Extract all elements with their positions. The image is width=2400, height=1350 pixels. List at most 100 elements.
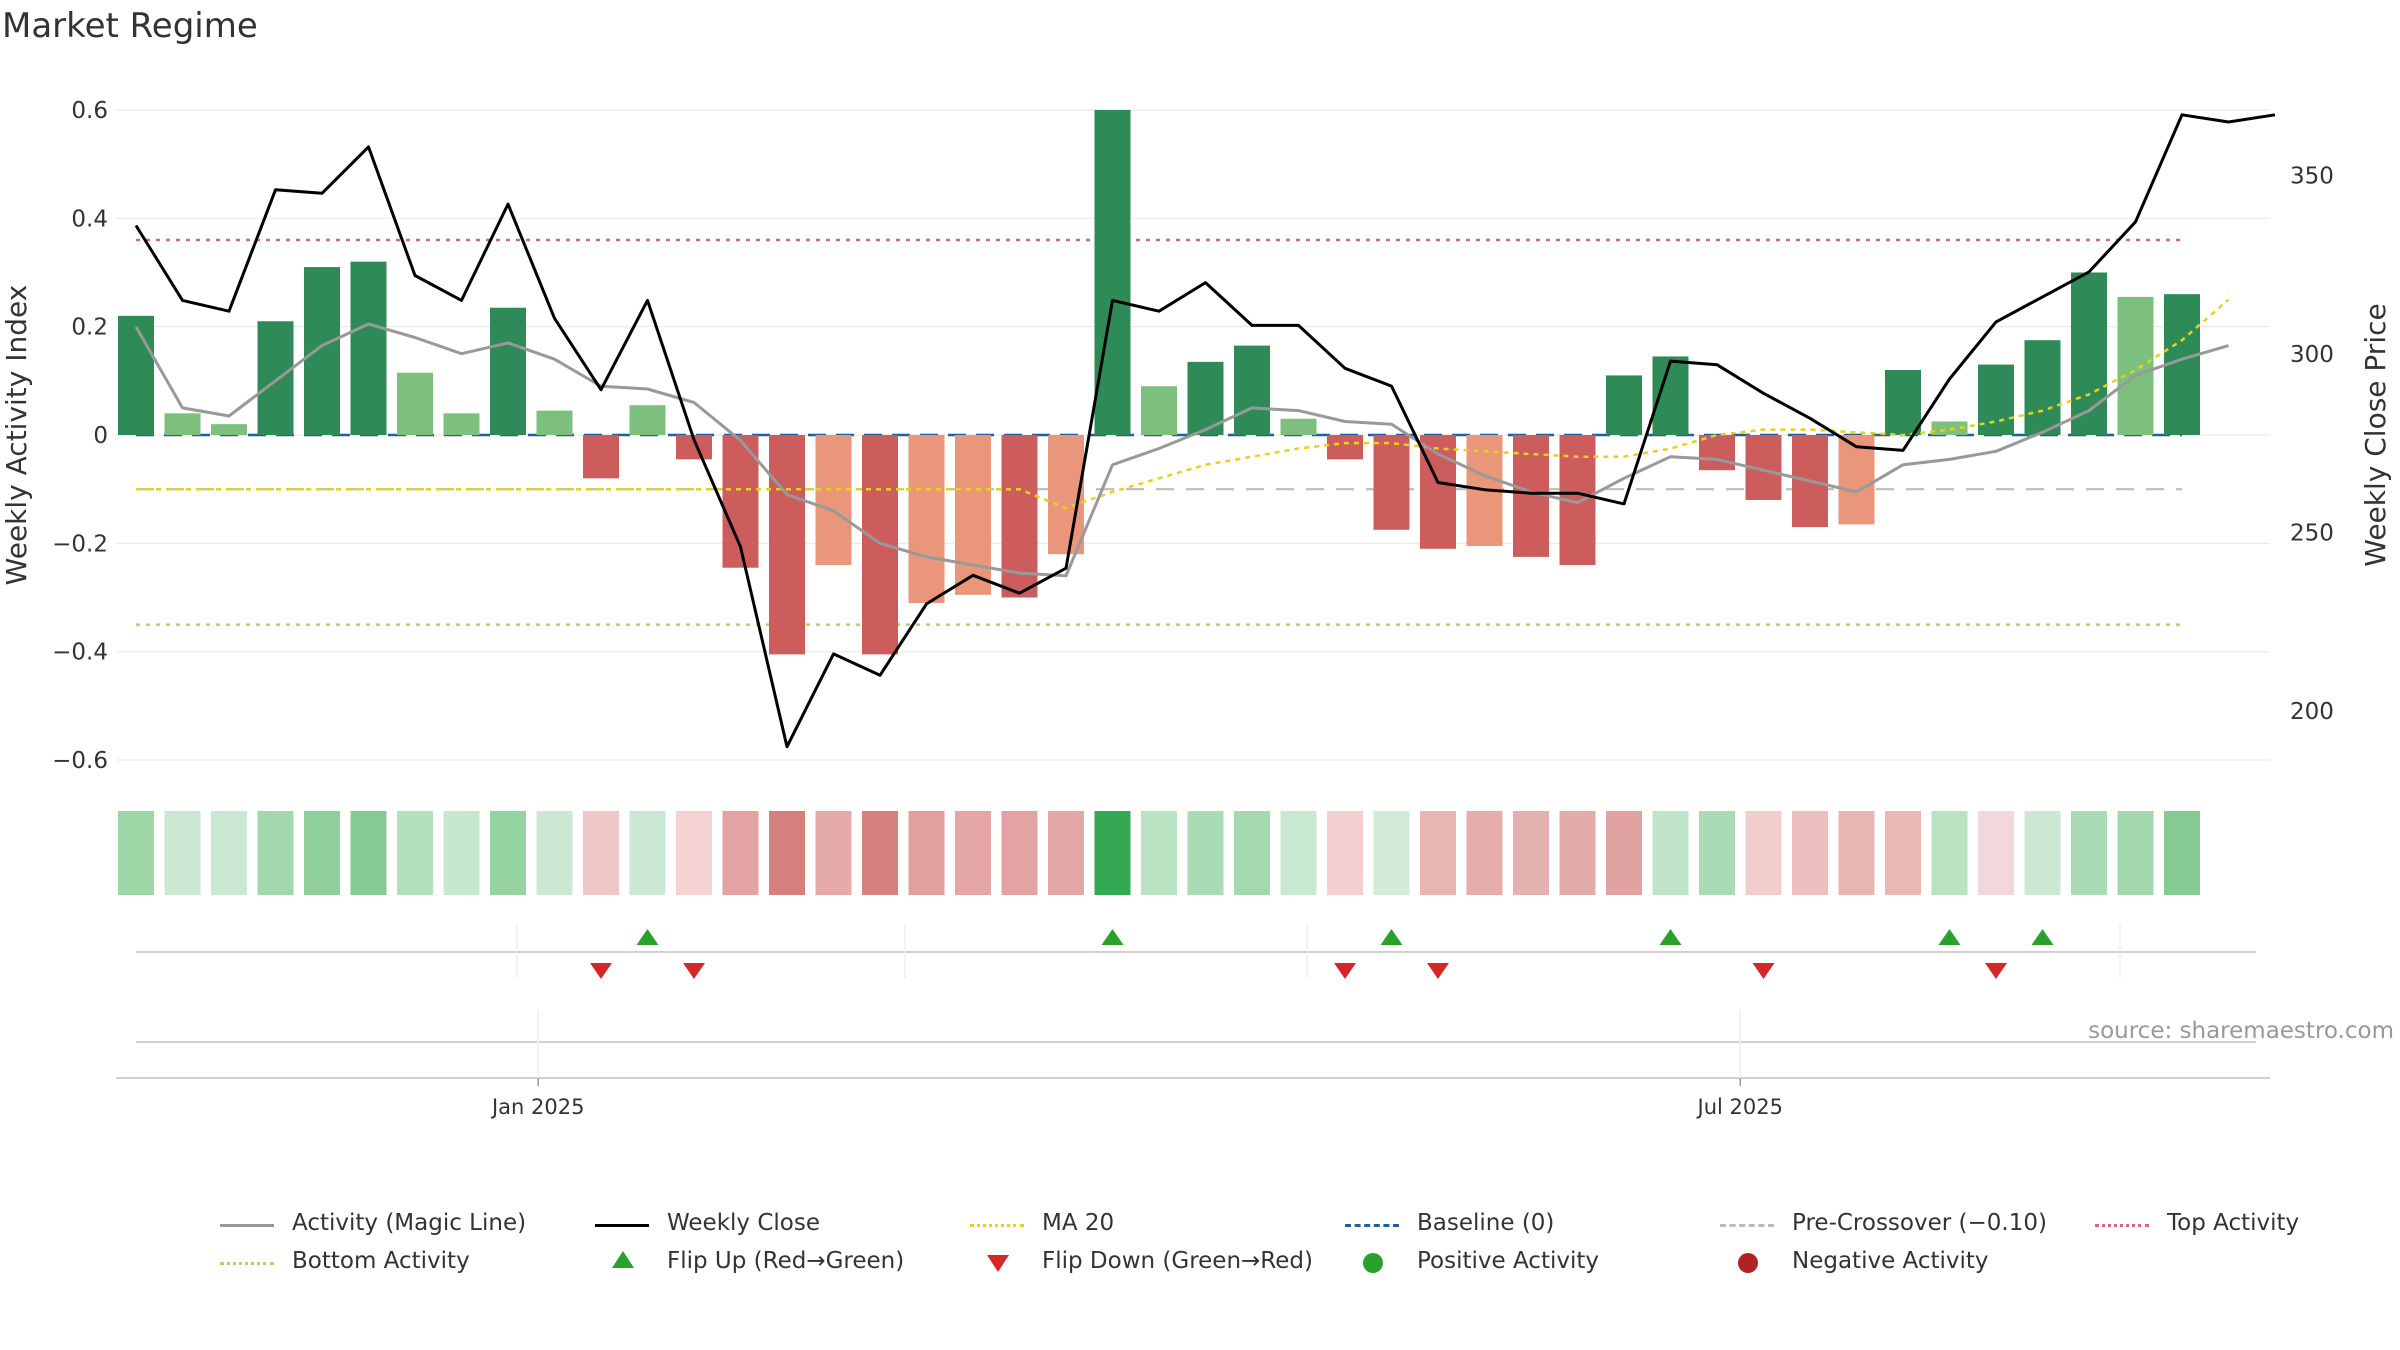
y2-tick-label: 200	[2290, 699, 2334, 725]
regime-strip-cell	[1327, 811, 1363, 895]
y-tick-label: 0	[93, 423, 108, 449]
x-tick-label: Jul 2025	[1696, 1095, 1783, 1119]
flip-up-marker	[2031, 929, 2054, 945]
chart-title: Market Regime	[2, 6, 258, 46]
flip-down-marker	[1334, 963, 1356, 979]
legend-label: Flip Up (Red→Green)	[667, 1248, 905, 1274]
regime-strip-cell	[211, 811, 247, 895]
legend-label: Baseline (0)	[1417, 1210, 1555, 1236]
weekly-close-line	[134, 113, 2276, 749]
regime-strip-cell	[257, 811, 294, 895]
y-tick-label: −0.2	[52, 531, 108, 557]
regime-strip-cell	[1001, 811, 1038, 895]
legend-label: Positive Activity	[1417, 1248, 1599, 1274]
activity-bar	[536, 410, 573, 435]
regime-strip-cell	[1513, 811, 1549, 895]
regime-strip-cell	[583, 811, 619, 895]
legend-label: MA 20	[1042, 1210, 1115, 1236]
axes: 0.6 0.4 0.2 0 −0.2 −0.4 −0.6 350 300 250 200 Weekly…	[0, 98, 2392, 774]
regime-strip-cell	[1234, 811, 1270, 895]
y2-tick-label: 250	[2290, 521, 2334, 547]
flip-markers-panel	[136, 925, 2256, 979]
flip-up-marker	[1380, 929, 1403, 945]
legend-swatch-dot-icon	[1363, 1253, 1383, 1273]
source-note: source: sharemaestro.com	[2088, 1018, 2394, 1044]
y2-axis-title: Weekly Close Price	[2359, 303, 2392, 566]
activity-bar	[1280, 418, 1317, 435]
regime-strip-cell	[1559, 811, 1596, 895]
regime-strip-cell	[1606, 811, 1642, 895]
regime-strip-cell	[1652, 811, 1689, 895]
regime-strip-cell	[769, 811, 805, 895]
activity-bar	[1699, 435, 1735, 471]
flip-up-marker	[1938, 929, 1961, 945]
legend-label: Flip Down (Green→Red)	[1042, 1248, 1313, 1274]
legend-swatch-dotted-icon	[220, 1262, 274, 1265]
legend-swatch-dotted-icon	[2095, 1224, 2149, 1227]
y-tick-label: −0.6	[52, 748, 108, 774]
regime-strip-cell	[1048, 811, 1084, 895]
legend-swatch-line-icon	[220, 1224, 274, 1227]
regime-strip-cell	[955, 811, 991, 895]
regime-strip	[118, 811, 2200, 895]
regime-strip-cell	[1420, 811, 1456, 895]
y-tick-label: 0.6	[71, 98, 108, 124]
y-tick-label: −0.4	[52, 640, 108, 666]
activity-bar	[1606, 375, 1642, 435]
regime-strip-cell	[629, 811, 666, 895]
regime-strip-cell	[1699, 811, 1735, 895]
regime-strip-cell	[1745, 811, 1782, 895]
legend: Activity (Magic Line) Weekly Close MA 20 Ba…	[0, 1210, 2400, 1310]
legend-label: Top Activity	[2167, 1210, 2300, 1236]
y-tick-label: 0.2	[71, 315, 108, 341]
activity-bar	[1094, 109, 1131, 435]
regime-strip-cell	[1094, 811, 1131, 895]
legend-label: Weekly Close	[667, 1210, 820, 1236]
legend-swatch-line-icon	[595, 1224, 649, 1227]
flip-down-marker	[590, 963, 612, 979]
legend-swatch-dotted-icon	[970, 1224, 1024, 1227]
y2-tick-label: 350	[2290, 164, 2334, 190]
regime-strip-cell	[1280, 811, 1317, 895]
regime-strip-cell	[304, 811, 340, 895]
regime-strip-cell	[1141, 811, 1177, 895]
magic-line	[134, 322, 2229, 578]
activity-bar	[1838, 435, 1875, 525]
regime-strip-cell	[350, 811, 387, 895]
regime-strip-cell	[1792, 811, 1828, 895]
legend-swatch-dashed-icon	[1720, 1224, 1774, 1227]
regime-strip-cell	[908, 811, 945, 895]
legend-swatch-triangle-down-icon	[987, 1255, 1009, 1272]
flip-down-marker	[1752, 963, 1775, 979]
legend-label: Activity (Magic Line)	[292, 1210, 527, 1236]
flip-up-marker	[636, 929, 659, 945]
legend-label: Negative Activity	[1792, 1248, 1989, 1274]
activity-bar	[257, 321, 294, 435]
regime-strip-cell	[1885, 811, 1921, 895]
activity-bar	[2024, 340, 2061, 435]
regime-strip-cell	[1838, 811, 1875, 895]
activity-bar	[1327, 435, 1363, 460]
activity-bar	[1420, 435, 1456, 549]
activity-bar	[1885, 369, 1921, 435]
activity-bar	[490, 307, 526, 435]
activity-bar	[443, 413, 480, 435]
regime-strip-cell	[1187, 811, 1224, 895]
series-lines	[134, 113, 2276, 749]
activity-bar	[118, 315, 154, 435]
regime-strip-cell	[2024, 811, 2061, 895]
regime-strip-cell	[536, 811, 573, 895]
activity-bar	[583, 435, 619, 479]
regime-strip-cell	[862, 811, 898, 895]
regime-strip-cell	[1978, 811, 2014, 895]
regime-strip-cell	[443, 811, 480, 895]
market-regime-chart: 0.6 0.4 0.2 0 −0.2 −0.4 −0.6 350 300 250 200 Weekly…	[0, 98, 2392, 1119]
legend-swatch-dashed-icon	[1345, 1224, 1399, 1227]
regime-strip-cell	[1373, 811, 1410, 895]
regime-strip-cell	[164, 811, 201, 895]
y-tick-label: 0.4	[71, 206, 108, 232]
activity-bar	[350, 261, 387, 435]
activity-bar	[955, 435, 991, 595]
activity-bar	[629, 405, 666, 435]
regime-strip-cell	[722, 811, 759, 895]
